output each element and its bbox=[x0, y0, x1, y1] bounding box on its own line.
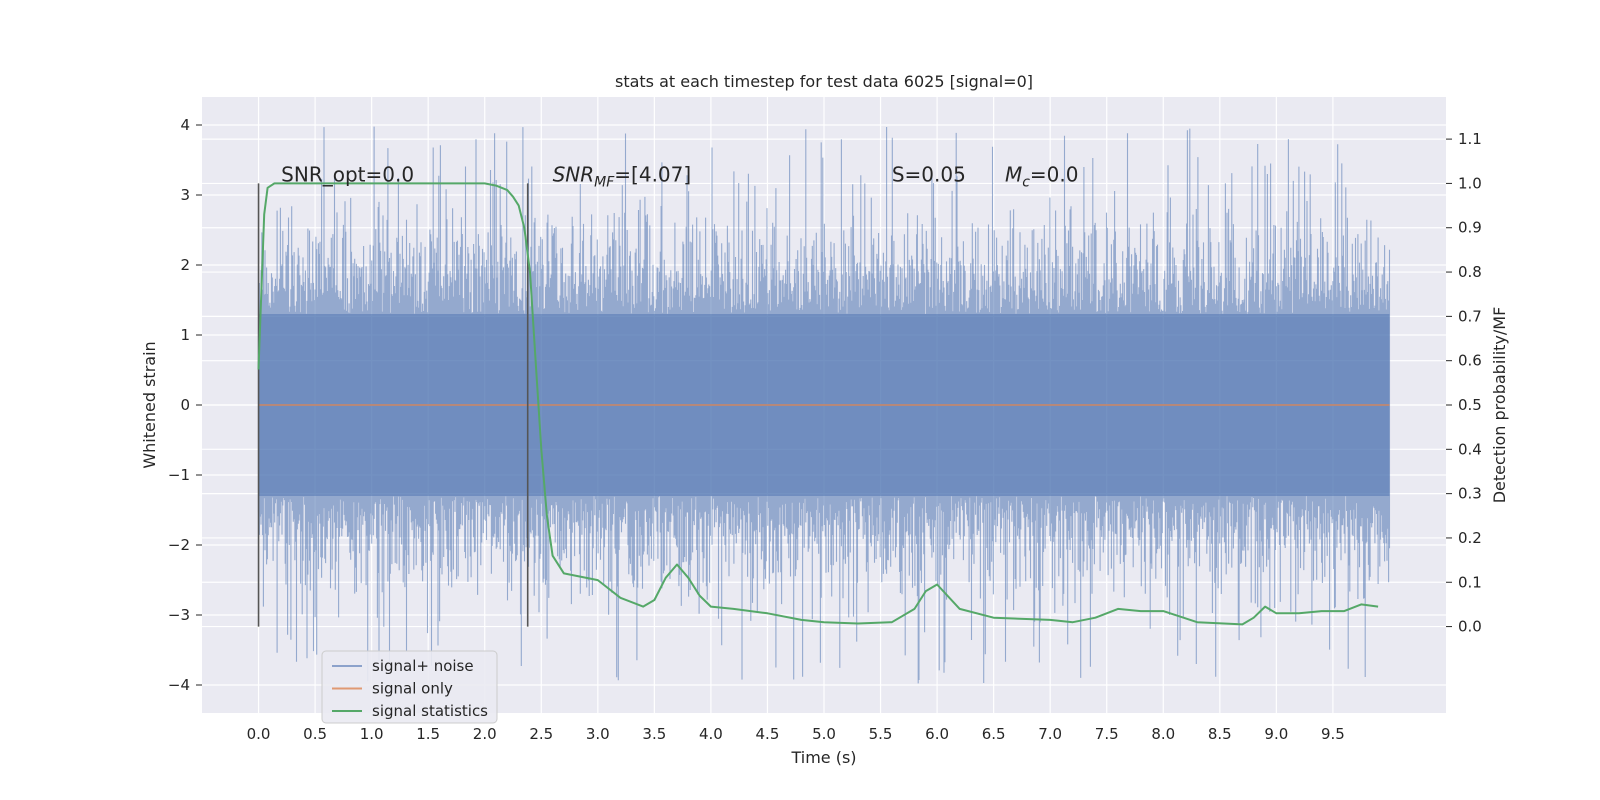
y-axis-label: Whitened strain bbox=[140, 341, 159, 468]
y2-axis-label: Detection probability/MF bbox=[1490, 307, 1509, 504]
y-tick-label: 0 bbox=[180, 396, 190, 414]
y2-tick-label: 0.8 bbox=[1458, 263, 1482, 281]
x-tick-label: 1.5 bbox=[416, 725, 440, 743]
y-axis-ticks: 4 3 2 1 0 −1 −2 −3 −4 bbox=[168, 116, 202, 694]
x-tick-label: 1.0 bbox=[360, 725, 384, 743]
x-tick-label: 8.0 bbox=[1151, 725, 1175, 743]
x-tick-label: 9.5 bbox=[1321, 725, 1345, 743]
x-tick-label: 0.5 bbox=[303, 725, 327, 743]
y2-axis-ticks: 1.1 1.0 0.9 0.8 0.7 0.6 0.5 0.4 0.3 0.2 0.1 0.0 bbox=[1446, 130, 1482, 636]
series-signal-statistics bbox=[257, 182, 1379, 626]
x-tick-label: 6.0 bbox=[925, 725, 949, 743]
x-tick-label: 0.0 bbox=[247, 725, 271, 743]
x-tick-label: 3.0 bbox=[586, 725, 610, 743]
legend-label: signal+ noise bbox=[372, 657, 474, 675]
x-tick-label: 3.5 bbox=[642, 725, 666, 743]
legend: signal+ noise signal only signal statistic… bbox=[321, 650, 498, 724]
y-tick-label: 1 bbox=[180, 326, 190, 344]
y2-tick-label: 0.5 bbox=[1458, 396, 1482, 414]
legend-label: signal only bbox=[372, 680, 453, 698]
chart-title: stats at each timestep for test data 602… bbox=[615, 72, 1033, 91]
y2-tick-label: 0.7 bbox=[1458, 307, 1482, 325]
y-tick-label: −4 bbox=[168, 676, 190, 694]
x-axis-ticks: 0.0 0.5 1.0 1.5 2.0 2.5 3.0 3.5 4.0 4.5 5.0 5.5 6.0 6… bbox=[247, 725, 1345, 743]
y2-tick-label: 0.3 bbox=[1458, 485, 1482, 503]
y2-tick-label: 0.1 bbox=[1458, 573, 1482, 591]
x-axis-label: Time (s) bbox=[790, 748, 856, 767]
y2-tick-label: 0.6 bbox=[1458, 352, 1482, 370]
x-tick-label: 2.0 bbox=[473, 725, 497, 743]
x-tick-label: 4.5 bbox=[756, 725, 780, 743]
y-tick-label: −3 bbox=[168, 606, 190, 624]
y2-tick-label: 1.0 bbox=[1458, 174, 1482, 192]
annotations: SNR_opt=0.0 SNRMF=[4.07] S=0.05 Mc=0.0 bbox=[281, 162, 1078, 190]
x-tick-label: 6.5 bbox=[982, 725, 1006, 743]
y2-tick-label: 0.4 bbox=[1458, 440, 1482, 458]
y2-tick-label: 0.0 bbox=[1458, 618, 1482, 636]
y-tick-label: 2 bbox=[180, 256, 190, 274]
legend-box bbox=[321, 650, 498, 724]
x-tick-label: 7.0 bbox=[1038, 725, 1062, 743]
x-tick-label: 5.0 bbox=[812, 725, 836, 743]
legend-label: signal statistics bbox=[372, 702, 488, 720]
y2-tick-label: 1.1 bbox=[1458, 130, 1482, 148]
x-tick-label: 8.5 bbox=[1208, 725, 1232, 743]
annotation: SNR_opt=0.0 bbox=[281, 162, 414, 186]
y-tick-label: 4 bbox=[180, 116, 190, 134]
annotation: Mc=0.0 bbox=[1005, 162, 1079, 190]
annotation: S=0.05 bbox=[892, 162, 966, 186]
x-tick-label: 4.0 bbox=[699, 725, 723, 743]
x-tick-label: 9.0 bbox=[1264, 725, 1288, 743]
y-tick-label: 3 bbox=[180, 186, 190, 204]
annotation: SNRMF=[4.07] bbox=[553, 162, 692, 190]
y2-tick-label: 0.2 bbox=[1458, 529, 1482, 547]
y2-tick-label: 0.9 bbox=[1458, 219, 1482, 237]
x-tick-label: 7.5 bbox=[1095, 725, 1119, 743]
x-tick-label: 2.5 bbox=[529, 725, 553, 743]
y-tick-label: −1 bbox=[168, 466, 190, 484]
x-tick-label: 5.5 bbox=[869, 725, 893, 743]
y-tick-label: −2 bbox=[168, 536, 190, 554]
